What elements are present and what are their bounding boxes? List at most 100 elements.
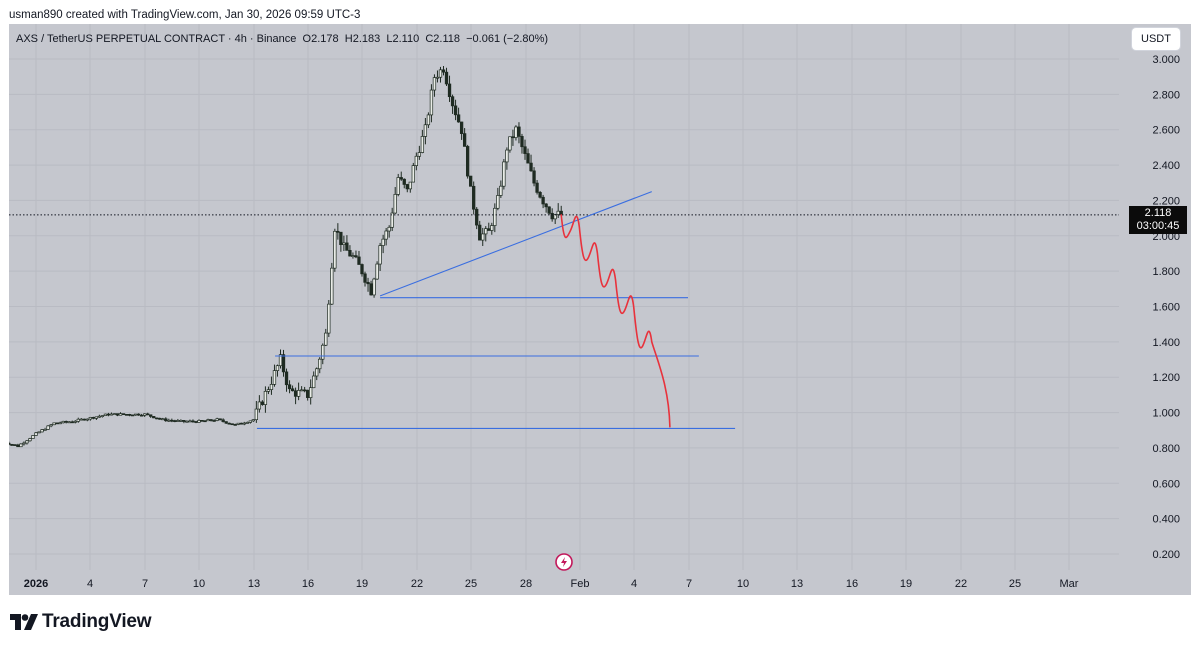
candle-body bbox=[46, 425, 50, 430]
candle-body bbox=[505, 149, 509, 163]
candle-body bbox=[511, 136, 515, 139]
candle-body bbox=[224, 421, 228, 424]
candle-body bbox=[396, 177, 400, 195]
candle-body bbox=[242, 422, 246, 425]
x-axis-tick-label: 28 bbox=[520, 578, 532, 590]
x-axis-tick-label: 25 bbox=[465, 578, 477, 590]
candle-body bbox=[103, 413, 108, 416]
candle-body bbox=[538, 192, 542, 198]
candle-body bbox=[94, 416, 99, 419]
candle-body bbox=[70, 421, 74, 424]
candle-body bbox=[478, 224, 482, 241]
candle-body bbox=[278, 354, 283, 367]
candle-body bbox=[372, 278, 376, 296]
price-chart[interactable]: 3.0002.8002.6002.4002.2002.0001.8001.600… bbox=[9, 24, 1191, 595]
candle-body bbox=[43, 429, 47, 431]
chart-area[interactable]: 3.000 2.800 2.600 2.400 2.200 2.000 1.800 1.600… bbox=[9, 24, 1191, 595]
y-axis-tick-label: 2.800 bbox=[1152, 89, 1180, 101]
candle-body bbox=[40, 429, 44, 433]
candle-body bbox=[284, 371, 289, 386]
candle-body bbox=[133, 413, 138, 416]
candle-body bbox=[366, 281, 370, 285]
y-axis-tick-label: 1.800 bbox=[1152, 266, 1180, 278]
candle-body bbox=[155, 417, 159, 420]
candle-body bbox=[230, 423, 234, 426]
candle-body bbox=[309, 387, 313, 398]
candle-body bbox=[290, 388, 295, 392]
candle-body bbox=[19, 443, 23, 448]
currency-button[interactable]: USDT bbox=[1132, 28, 1180, 50]
y-axis-tick-label: 0.800 bbox=[1152, 443, 1180, 455]
y-axis-tick-label: 1.400 bbox=[1152, 337, 1180, 349]
last-price-value: 2.118 bbox=[1144, 207, 1172, 219]
candle-body bbox=[336, 230, 340, 233]
x-axis-tick-label: 2026 bbox=[24, 578, 48, 590]
x-axis-tick-label: 7 bbox=[686, 578, 692, 590]
candle-body bbox=[523, 146, 527, 154]
candle-body bbox=[432, 77, 437, 91]
candle-body bbox=[462, 133, 467, 147]
candle-body bbox=[37, 431, 41, 434]
tradingview-logo-text: TradingView bbox=[42, 611, 152, 632]
candle-body bbox=[502, 161, 506, 187]
candle-body bbox=[260, 401, 265, 405]
candle-body bbox=[441, 69, 446, 73]
candle-body bbox=[357, 256, 361, 265]
candle-body bbox=[556, 210, 560, 215]
y-axis-tick-label: 0.400 bbox=[1152, 514, 1180, 526]
candle-body bbox=[263, 390, 268, 405]
candle-body bbox=[387, 226, 391, 232]
candle-body bbox=[257, 401, 262, 410]
candle-body bbox=[82, 418, 86, 421]
candle-body bbox=[203, 420, 207, 423]
projection-path bbox=[560, 214, 671, 428]
candle-body bbox=[275, 365, 280, 371]
candle-body bbox=[417, 152, 422, 157]
candle-body bbox=[514, 126, 518, 138]
candle-body bbox=[393, 194, 397, 214]
candle-body bbox=[381, 238, 385, 246]
candle-body bbox=[254, 408, 259, 421]
candle-body bbox=[532, 170, 536, 184]
candle-body bbox=[25, 440, 29, 444]
candle-body bbox=[490, 225, 494, 231]
candle-body bbox=[529, 162, 533, 172]
candle-body bbox=[281, 354, 286, 373]
candle-body bbox=[121, 413, 126, 415]
legend-open: 2.178 bbox=[311, 33, 339, 45]
candle-body bbox=[76, 418, 80, 422]
x-axis-tick-label: 25 bbox=[1009, 578, 1021, 590]
candle-body bbox=[447, 83, 452, 98]
candle-body bbox=[239, 422, 243, 425]
candle-body bbox=[176, 420, 180, 422]
candle-body bbox=[450, 96, 455, 107]
candle-body bbox=[493, 207, 497, 226]
candle-body bbox=[484, 228, 488, 235]
candle-body bbox=[158, 417, 162, 420]
candle-body bbox=[369, 283, 373, 296]
candle-body bbox=[173, 420, 177, 422]
candle-body bbox=[487, 228, 491, 231]
candle-body bbox=[179, 420, 183, 422]
candle-body bbox=[475, 208, 479, 226]
y-axis-tick-label: 1.600 bbox=[1152, 302, 1180, 314]
y-axis-tick-label: 2.600 bbox=[1152, 125, 1180, 137]
candle-body bbox=[535, 182, 539, 193]
candle-body bbox=[10, 444, 14, 446]
candle-body bbox=[146, 413, 150, 416]
candle-body bbox=[130, 414, 135, 417]
legend-close-label: C bbox=[425, 33, 434, 45]
candle-body bbox=[411, 165, 415, 183]
x-axis-tick-label: 4 bbox=[87, 578, 93, 590]
x-axis-tick-label: 4 bbox=[631, 578, 637, 590]
candle-body bbox=[402, 178, 406, 185]
candle-body bbox=[547, 206, 551, 214]
candle-body bbox=[550, 212, 554, 220]
candle-body bbox=[31, 435, 35, 439]
candle-body bbox=[435, 76, 440, 79]
x-axis-tick-label: Feb bbox=[571, 578, 590, 590]
candle-body bbox=[330, 267, 334, 305]
candle-body bbox=[333, 230, 337, 269]
candle-body bbox=[149, 414, 153, 417]
candle-body bbox=[185, 420, 189, 423]
